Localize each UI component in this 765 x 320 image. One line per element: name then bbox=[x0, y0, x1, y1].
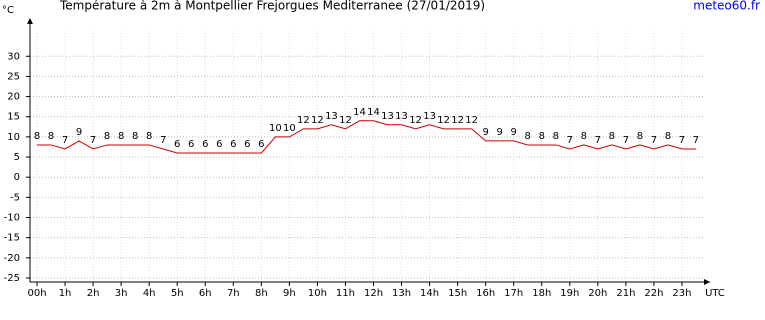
data-label: 10 bbox=[283, 123, 296, 134]
y-tick-label: 25 bbox=[7, 71, 20, 82]
x-tick-label: 13h bbox=[392, 288, 411, 299]
x-tick-label: 22h bbox=[644, 288, 663, 299]
x-axis-label: UTC bbox=[705, 288, 725, 299]
x-tick-label: 2h bbox=[87, 288, 100, 299]
x-tick-label: 12h bbox=[364, 288, 383, 299]
x-tick-label: 21h bbox=[616, 288, 635, 299]
data-label: 7 bbox=[62, 135, 68, 146]
x-tick-label: 19h bbox=[560, 288, 579, 299]
data-label: 7 bbox=[90, 135, 96, 146]
data-label: 8 bbox=[48, 131, 54, 142]
y-tick-label: 5 bbox=[14, 152, 20, 163]
x-tick-label: 4h bbox=[143, 288, 156, 299]
data-label: 7 bbox=[160, 135, 166, 146]
data-label: 6 bbox=[230, 139, 236, 150]
data-label: 8 bbox=[581, 131, 587, 142]
data-label: 10 bbox=[269, 123, 282, 134]
x-tick-label: 5h bbox=[171, 288, 184, 299]
x-tick-label: 7h bbox=[227, 288, 240, 299]
x-tick-label: 15h bbox=[448, 288, 467, 299]
data-label: 7 bbox=[595, 135, 601, 146]
x-tick-label: 3h bbox=[115, 288, 128, 299]
x-tick-label: 18h bbox=[532, 288, 551, 299]
x-tick-label: 11h bbox=[336, 288, 355, 299]
data-label: 9 bbox=[482, 127, 488, 138]
data-label: 6 bbox=[202, 139, 208, 150]
y-tick-label: -20 bbox=[4, 253, 20, 264]
y-tick-label: 10 bbox=[7, 132, 20, 143]
x-tick-label: 20h bbox=[588, 288, 607, 299]
y-tick-label: -25 bbox=[4, 273, 20, 284]
data-label: 7 bbox=[567, 135, 573, 146]
x-tick-label: 14h bbox=[420, 288, 439, 299]
data-label: 8 bbox=[609, 131, 615, 142]
data-label: 9 bbox=[511, 127, 517, 138]
data-label: 8 bbox=[104, 131, 110, 142]
data-label: 13 bbox=[381, 111, 394, 122]
data-label: 6 bbox=[258, 139, 264, 150]
y-tick-label: -10 bbox=[4, 213, 20, 224]
data-label: 8 bbox=[665, 131, 671, 142]
y-axis-label: °C bbox=[2, 5, 14, 16]
y-tick-label: -15 bbox=[4, 233, 20, 244]
data-label: 12 bbox=[409, 115, 422, 126]
data-label: 12 bbox=[451, 115, 464, 126]
data-label: 6 bbox=[216, 139, 222, 150]
data-label: 7 bbox=[651, 135, 657, 146]
data-label: 7 bbox=[693, 135, 699, 146]
data-label: 7 bbox=[623, 135, 629, 146]
data-label: 9 bbox=[76, 127, 82, 138]
x-tick-label: 1h bbox=[59, 288, 72, 299]
data-label: 8 bbox=[146, 131, 152, 142]
data-label: 12 bbox=[311, 115, 324, 126]
x-tick-label: 23h bbox=[672, 288, 691, 299]
source-link[interactable]: meteo60.fr bbox=[693, 0, 760, 13]
x-tick-label: 9h bbox=[283, 288, 296, 299]
x-tick-label: 16h bbox=[476, 288, 495, 299]
data-label: 6 bbox=[244, 139, 250, 150]
data-label: 12 bbox=[339, 115, 352, 126]
data-label: 14 bbox=[367, 107, 380, 118]
y-tick-label: 30 bbox=[7, 51, 20, 62]
data-label: 12 bbox=[297, 115, 310, 126]
data-label: 13 bbox=[395, 111, 408, 122]
data-label: 13 bbox=[325, 111, 338, 122]
data-label: 12 bbox=[465, 115, 478, 126]
y-tick-label: 0 bbox=[14, 172, 20, 183]
data-label: 8 bbox=[637, 131, 643, 142]
data-label: 8 bbox=[118, 131, 124, 142]
data-label: 8 bbox=[553, 131, 559, 142]
y-axis-arrow bbox=[27, 18, 33, 24]
data-label: 14 bbox=[353, 107, 366, 118]
data-label: 7 bbox=[679, 135, 685, 146]
data-label: 8 bbox=[34, 131, 40, 142]
x-tick-label: 00h bbox=[27, 288, 46, 299]
y-tick-label: 15 bbox=[7, 112, 20, 123]
data-label: 8 bbox=[539, 131, 545, 142]
temperature-line bbox=[37, 120, 696, 154]
data-label: 9 bbox=[497, 127, 503, 138]
y-tick-label: -5 bbox=[10, 192, 20, 203]
data-label: 13 bbox=[423, 111, 436, 122]
x-tick-label: 17h bbox=[504, 288, 523, 299]
x-tick-label: 8h bbox=[255, 288, 268, 299]
x-tick-label: 10h bbox=[308, 288, 327, 299]
chart-title: Température à 2m à Montpellier Frejorgue… bbox=[59, 0, 485, 13]
y-tick-label: 20 bbox=[7, 92, 20, 103]
x-axis-arrow bbox=[704, 279, 710, 285]
data-label: 8 bbox=[132, 131, 138, 142]
data-label: 8 bbox=[525, 131, 531, 142]
data-label: 6 bbox=[174, 139, 180, 150]
x-tick-label: 6h bbox=[199, 288, 212, 299]
data-label: 6 bbox=[188, 139, 194, 150]
data-label: 12 bbox=[437, 115, 450, 126]
